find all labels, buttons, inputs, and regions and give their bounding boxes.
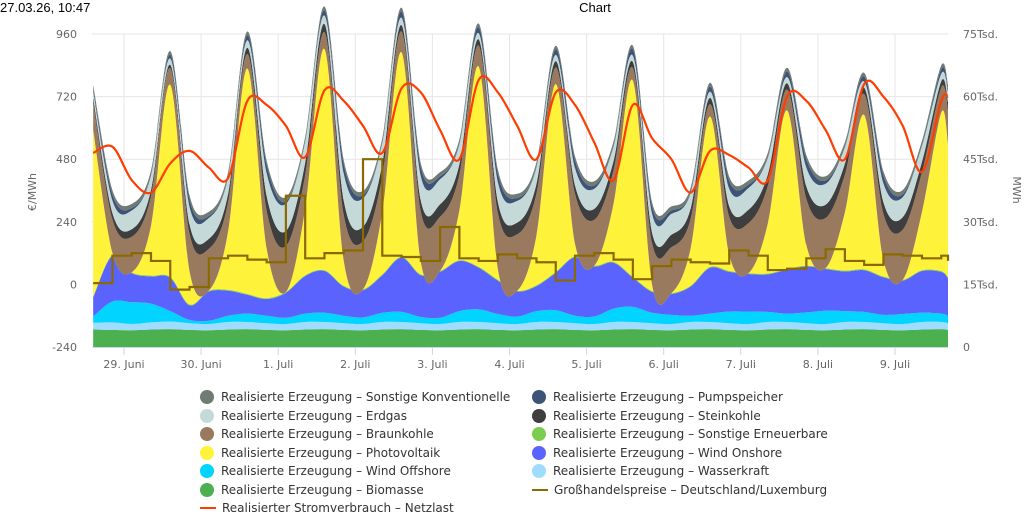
area-braunkohle — [93, 31, 948, 305]
area-biomasse — [93, 329, 948, 347]
legend-circle-icon — [200, 464, 214, 479]
legend-item-pumpspeicher[interactable]: Realisierte Erzeugung – Pumpspeicher — [532, 388, 828, 407]
y-right-tick-label: 30Tsd. — [963, 216, 998, 229]
legend-label: Großhandelspreise – Deutschland/Luxembur… — [554, 482, 828, 497]
y-axis-right-title: MWh — [1010, 176, 1023, 203]
legend-label: Realisierte Erzeugung – Wind Offshore — [221, 464, 451, 479]
legend-label: Realisierte Erzeugung – Wind Onshore — [553, 445, 783, 460]
legend-circle-icon — [532, 464, 546, 479]
legend-item-netzlast[interactable]: Realisierter Stromverbrauch – Netzlast — [200, 499, 510, 518]
chart-plot: 960 720 480 240 0 -240 75Tsd. 60Tsd. 45Tsd. 30Ts… — [26, 6, 1023, 371]
x-tick-label: 2. Juli — [340, 358, 370, 371]
x-tick-label: 9. Juli — [880, 358, 910, 371]
legend-label: Realisierte Erzeugung – Braunkohle — [221, 427, 434, 442]
legend-item-wind_onshore[interactable]: Realisierte Erzeugung – Wind Onshore — [532, 444, 828, 463]
legend-column-left: Realisierte Erzeugung – Sonstige Konvent… — [200, 388, 510, 518]
series-lines — [92, 75, 950, 291]
legend-label: Realisierte Erzeugung – Biomasse — [221, 482, 424, 497]
legend-item-wasserkraft[interactable]: Realisierte Erzeugung – Wasserkraft — [532, 462, 828, 481]
legend-label: Realisierte Erzeugung – Pumpspeicher — [553, 390, 783, 405]
area-wind_onshore — [93, 255, 948, 322]
y-axis-left: 960 720 480 240 0 -240 — [52, 28, 77, 354]
legend-circle-icon — [532, 390, 546, 405]
y-right-tick-label: 45Tsd. — [963, 153, 998, 166]
y-axis-left-title: €/MWh — [26, 173, 39, 211]
y-left-tick-label: 960 — [56, 28, 77, 41]
legend-item-preis[interactable]: Großhandelspreise – Deutschland/Luxembur… — [532, 481, 828, 500]
x-tick-label: 3. Juli — [417, 358, 447, 371]
legend-item-braunkohle[interactable]: Realisierte Erzeugung – Braunkohle — [200, 425, 510, 444]
legend-circle-icon — [200, 390, 214, 405]
legend-circle-icon — [200, 445, 214, 460]
x-tick-label: 29. Juni — [103, 358, 144, 371]
legend-label: Realisierte Erzeugung – Sonstige Konvent… — [221, 390, 511, 405]
legend-item-sonstige_konv[interactable]: Realisierte Erzeugung – Sonstige Konvent… — [200, 388, 510, 407]
legend-label: Realisierter Stromverbrauch – Netzlast — [222, 501, 454, 516]
legend-column-right: Realisierte Erzeugung – Pumpspeicher Real… — [532, 388, 828, 499]
legend-item-steinkohle[interactable]: Realisierte Erzeugung – Steinkohle — [532, 407, 828, 426]
legend-label: Realisierte Erzeugung – Erdgas — [221, 408, 408, 423]
x-tick-label: 1. Juli — [263, 358, 293, 371]
y-left-tick-label: -240 — [52, 341, 77, 354]
area-wind_offshore — [93, 300, 948, 325]
x-tick-label: 4. Juli — [494, 358, 524, 371]
legend-item-biomasse[interactable]: Realisierte Erzeugung – Biomasse — [200, 481, 510, 500]
legend-circle-icon — [200, 408, 214, 423]
legend-line-icon — [532, 488, 548, 491]
y-left-tick-label: 720 — [56, 91, 77, 104]
y-left-tick-label: 480 — [56, 153, 77, 166]
y-right-tick-label: 0 — [963, 341, 970, 354]
x-tick-label: 30. Juni — [180, 358, 221, 371]
legend-item-wind_offshore[interactable]: Realisierte Erzeugung – Wind Offshore — [200, 462, 510, 481]
legend-label: Realisierte Erzeugung – Sonstige Erneuer… — [553, 427, 828, 442]
y-axis-right: 75Tsd. 60Tsd. 45Tsd. 30Tsd. 15Tsd. 0 — [963, 28, 998, 354]
x-tick-label: 5. Juli — [571, 358, 601, 371]
timestamp: 27.03.26, 10:47 — [0, 0, 91, 15]
y-right-tick-label: 75Tsd. — [963, 28, 998, 41]
y-left-tick-label: 0 — [70, 278, 77, 291]
legend-circle-icon — [532, 408, 546, 423]
area-photovoltaik — [93, 48, 948, 305]
legend-item-sonstige_ee[interactable]: Realisierte Erzeugung – Sonstige Erneuer… — [532, 425, 828, 444]
x-tick-label: 6. Juli — [649, 358, 679, 371]
legend-label: Realisierte Erzeugung – Wasserkraft — [553, 464, 770, 479]
x-axis: 29. Juni 30. Juni 1. Juli 2. Juli 3. Juli 4. … — [92, 347, 948, 371]
stacked-areas — [93, 6, 948, 347]
legend-label: Realisierte Erzeugung – Steinkohle — [553, 408, 761, 423]
legend-item-erdgas[interactable]: Realisierte Erzeugung – Erdgas — [200, 407, 510, 426]
legend-circle-icon — [532, 427, 546, 442]
x-tick-label: 7. Juli — [726, 358, 756, 371]
legend-label: Realisierte Erzeugung – Photovoltaik — [221, 445, 441, 460]
x-tick-label: 8. Juli — [803, 358, 833, 371]
area-wasserkraft — [93, 321, 948, 331]
legend-item-photovoltaik[interactable]: Realisierte Erzeugung – Photovoltaik — [200, 444, 510, 463]
y-right-tick-label: 60Tsd. — [963, 91, 998, 104]
y-left-tick-label: 240 — [56, 216, 77, 229]
line-preis — [93, 158, 950, 291]
legend-circle-icon — [200, 427, 214, 442]
chart-title: Chart — [579, 0, 611, 15]
area-erdgas — [93, 15, 948, 248]
legend-circle-icon — [200, 482, 214, 497]
legend-line-icon — [200, 507, 216, 510]
line-netzlast — [92, 75, 950, 195]
y-right-tick-label: 15Tsd. — [963, 278, 998, 291]
legend-circle-icon — [532, 445, 546, 460]
